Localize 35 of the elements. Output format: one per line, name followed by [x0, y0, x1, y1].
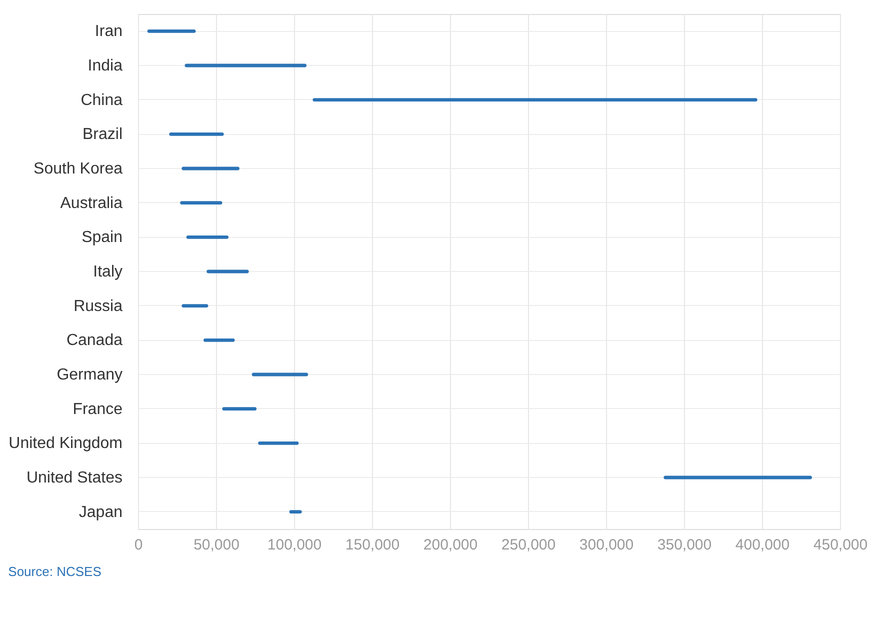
- x-tick-label: 150,000: [345, 536, 400, 554]
- y-tick-label: Iran: [94, 23, 122, 40]
- x-tick-label: 50,000: [194, 536, 240, 554]
- y-tick-label: United States: [26, 470, 122, 486]
- y-tick-label: Canada: [66, 332, 123, 350]
- bar: [169, 132, 224, 136]
- x-tick-label: 400,000: [735, 536, 790, 554]
- y-tick-label: United Kingdom: [8, 435, 122, 452]
- bar: [182, 304, 208, 308]
- y-tick-label: Russia: [74, 298, 123, 315]
- bar: [222, 407, 257, 411]
- y-tick-label: India: [88, 58, 123, 74]
- bar: [186, 235, 228, 239]
- bar: [147, 29, 196, 33]
- x-tick-label: 350,000: [657, 536, 712, 554]
- y-tick-label: Germany: [56, 366, 122, 384]
- y-tick-label: Brazil: [82, 126, 122, 144]
- y-tick-label: Japan: [78, 504, 122, 521]
- bar: [258, 441, 299, 445]
- bar: [312, 98, 758, 102]
- x-tick-label: 0: [134, 536, 143, 554]
- bar: [180, 201, 222, 205]
- y-tick-label: South Korea: [34, 160, 123, 178]
- x-tick-label: 450,000: [813, 536, 868, 554]
- source-note: Source: NCSES: [8, 564, 102, 579]
- y-tick-label: Italy: [93, 264, 122, 280]
- x-tick-label: 250,000: [501, 536, 556, 554]
- x-tick-label: 200,000: [423, 536, 478, 554]
- bar: [204, 338, 235, 342]
- y-tick-label: France: [72, 400, 123, 418]
- x-tick-label: 100,000: [267, 536, 322, 554]
- y-tick-label: China: [80, 92, 123, 109]
- x-tick-label: 300,000: [579, 536, 634, 554]
- y-tick-label: Australia: [60, 194, 123, 212]
- y-tick-label: Spain: [82, 229, 122, 246]
